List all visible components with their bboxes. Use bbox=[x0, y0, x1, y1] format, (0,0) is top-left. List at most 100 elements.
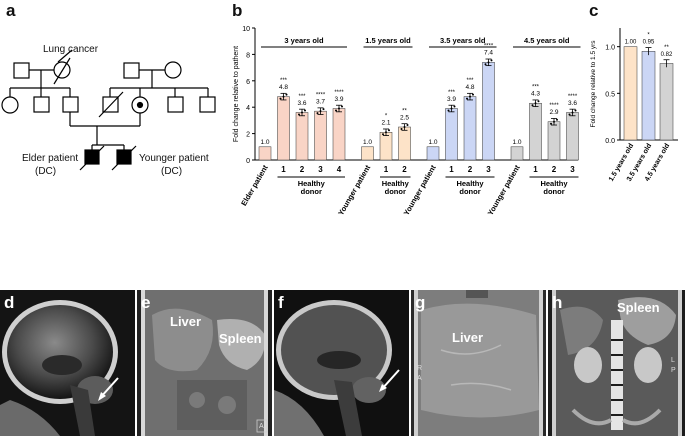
patient-label: Younger patient bbox=[336, 163, 372, 217]
bar bbox=[463, 96, 477, 161]
data-point bbox=[574, 109, 577, 112]
y-axis-label: Fold change relative to pathent bbox=[233, 46, 240, 142]
donor-label: Healthy bbox=[298, 179, 326, 188]
bar-value-label: 0.95 bbox=[643, 40, 655, 46]
data-point bbox=[304, 109, 306, 112]
bar bbox=[510, 146, 524, 161]
younger-patient-symbol bbox=[116, 149, 132, 165]
ct-abdomen-coronal-h bbox=[548, 290, 685, 436]
data-point bbox=[406, 124, 409, 127]
fold-change-bar-chart: 0 2 4 6 8 10 Fold change relative to pathent 1.… bbox=[233, 26, 581, 217]
donor-number-label: 2 bbox=[402, 165, 407, 174]
donor-number-label: 1 bbox=[281, 165, 286, 174]
data-point bbox=[447, 109, 450, 112]
y-axis-label: Fold change relative to 1.5 yrs bbox=[590, 40, 597, 128]
y-tick-label: 2 bbox=[246, 132, 250, 139]
significance-stars: **** bbox=[316, 93, 326, 99]
significance-stars: **** bbox=[549, 103, 559, 109]
panel-g-letter: g bbox=[415, 293, 426, 312]
significance-stars: *** bbox=[298, 94, 306, 100]
mri-brain-sagittal-d bbox=[0, 290, 135, 436]
liver-label-g: Liver bbox=[452, 330, 484, 345]
data-point bbox=[466, 97, 468, 100]
liver-label-e: Liver bbox=[170, 314, 202, 329]
y-tick-label: 8 bbox=[246, 52, 250, 59]
donor-number-label: 2 bbox=[552, 165, 557, 174]
donor-number-label: 3 bbox=[570, 165, 575, 174]
panel-e-letter: e bbox=[141, 293, 151, 312]
elder-patient-dc: (DC) bbox=[35, 166, 57, 177]
panel-h-letter: h bbox=[552, 293, 563, 312]
bar-value-label: 3.9 bbox=[447, 96, 456, 103]
bar bbox=[332, 108, 346, 161]
bar-value-label: 0.82 bbox=[661, 52, 673, 58]
data-point bbox=[537, 100, 540, 103]
y-tick-label: 6 bbox=[246, 79, 250, 86]
donor-label: donor bbox=[385, 187, 406, 196]
data-point bbox=[568, 113, 571, 116]
donor-number-label: 3 bbox=[486, 165, 491, 174]
data-point bbox=[316, 112, 319, 115]
y-tick-label: 4 bbox=[246, 105, 250, 112]
bar-value-label: 1.0 bbox=[260, 139, 269, 146]
liver-region bbox=[421, 303, 539, 418]
bar bbox=[277, 96, 290, 161]
orientation-a-e: A bbox=[259, 423, 264, 430]
data-point bbox=[298, 113, 300, 116]
donor-label: donor bbox=[459, 187, 480, 196]
significance-stars: * bbox=[647, 33, 650, 39]
bar bbox=[295, 112, 309, 161]
data-point bbox=[400, 127, 403, 130]
data-point bbox=[550, 122, 552, 125]
donor-number-label: 1 bbox=[533, 165, 538, 174]
bar-value-label: 1.0 bbox=[428, 139, 437, 146]
donor-label: Healthy bbox=[456, 179, 484, 188]
spleen-label-e: Spleen bbox=[219, 331, 262, 346]
spleen-region bbox=[618, 297, 676, 345]
significance-stars: *** bbox=[280, 78, 288, 84]
donor-number-label: 3 bbox=[318, 165, 323, 174]
data-point bbox=[472, 93, 474, 96]
age-fold-change-bar-chart: 0.0 0.5 1.0 Fold change relative to 1.5 yrs… bbox=[590, 28, 678, 183]
data-point bbox=[341, 105, 343, 108]
panel-b-letter: b bbox=[232, 1, 243, 20]
liver-region bbox=[152, 308, 213, 372]
bar bbox=[445, 108, 458, 161]
bar-value-label: 1.0 bbox=[363, 139, 372, 146]
panel-f-letter: f bbox=[278, 293, 284, 312]
orientation-a-g: A bbox=[417, 375, 422, 382]
group-title: 3.5 years old bbox=[440, 36, 486, 45]
bar-value-label: 4.8 bbox=[465, 84, 474, 91]
bar bbox=[623, 46, 638, 141]
data-point bbox=[556, 118, 558, 121]
deceased-slash bbox=[53, 57, 71, 85]
data-point bbox=[571, 111, 574, 114]
bar-value-label: 3.9 bbox=[334, 96, 343, 103]
donor-label: donor bbox=[543, 187, 564, 196]
bar-value-label: 7.4 bbox=[484, 50, 493, 57]
y-tick-label: 0.5 bbox=[605, 91, 615, 98]
deceased-slash bbox=[98, 91, 124, 118]
data-point bbox=[487, 61, 490, 64]
data-point bbox=[382, 133, 384, 136]
patient-label: Younger patient bbox=[486, 163, 522, 217]
bar-value-label: 3.6 bbox=[568, 100, 577, 107]
data-point bbox=[279, 97, 282, 100]
data-point bbox=[490, 59, 493, 62]
panel-c-letter: c bbox=[589, 1, 599, 20]
bar-value-label: 2.1 bbox=[381, 120, 390, 127]
panel-d-letter: d bbox=[4, 293, 15, 312]
bar-value-label: 1.00 bbox=[625, 40, 637, 46]
significance-stars: *** bbox=[532, 85, 540, 91]
pedigree-diagram bbox=[1, 49, 216, 171]
data-point bbox=[322, 108, 325, 111]
ct-abdomen-coronal-e bbox=[137, 290, 272, 436]
y-tick-label: 0.0 bbox=[605, 138, 615, 145]
bar bbox=[398, 126, 411, 161]
data-point bbox=[534, 102, 537, 105]
donor-label: Healthy bbox=[382, 179, 410, 188]
bar bbox=[361, 146, 374, 161]
lung-cancer-label: Lung cancer bbox=[43, 44, 99, 55]
bar bbox=[547, 121, 561, 161]
younger-patient-dc: (DC) bbox=[161, 166, 183, 177]
